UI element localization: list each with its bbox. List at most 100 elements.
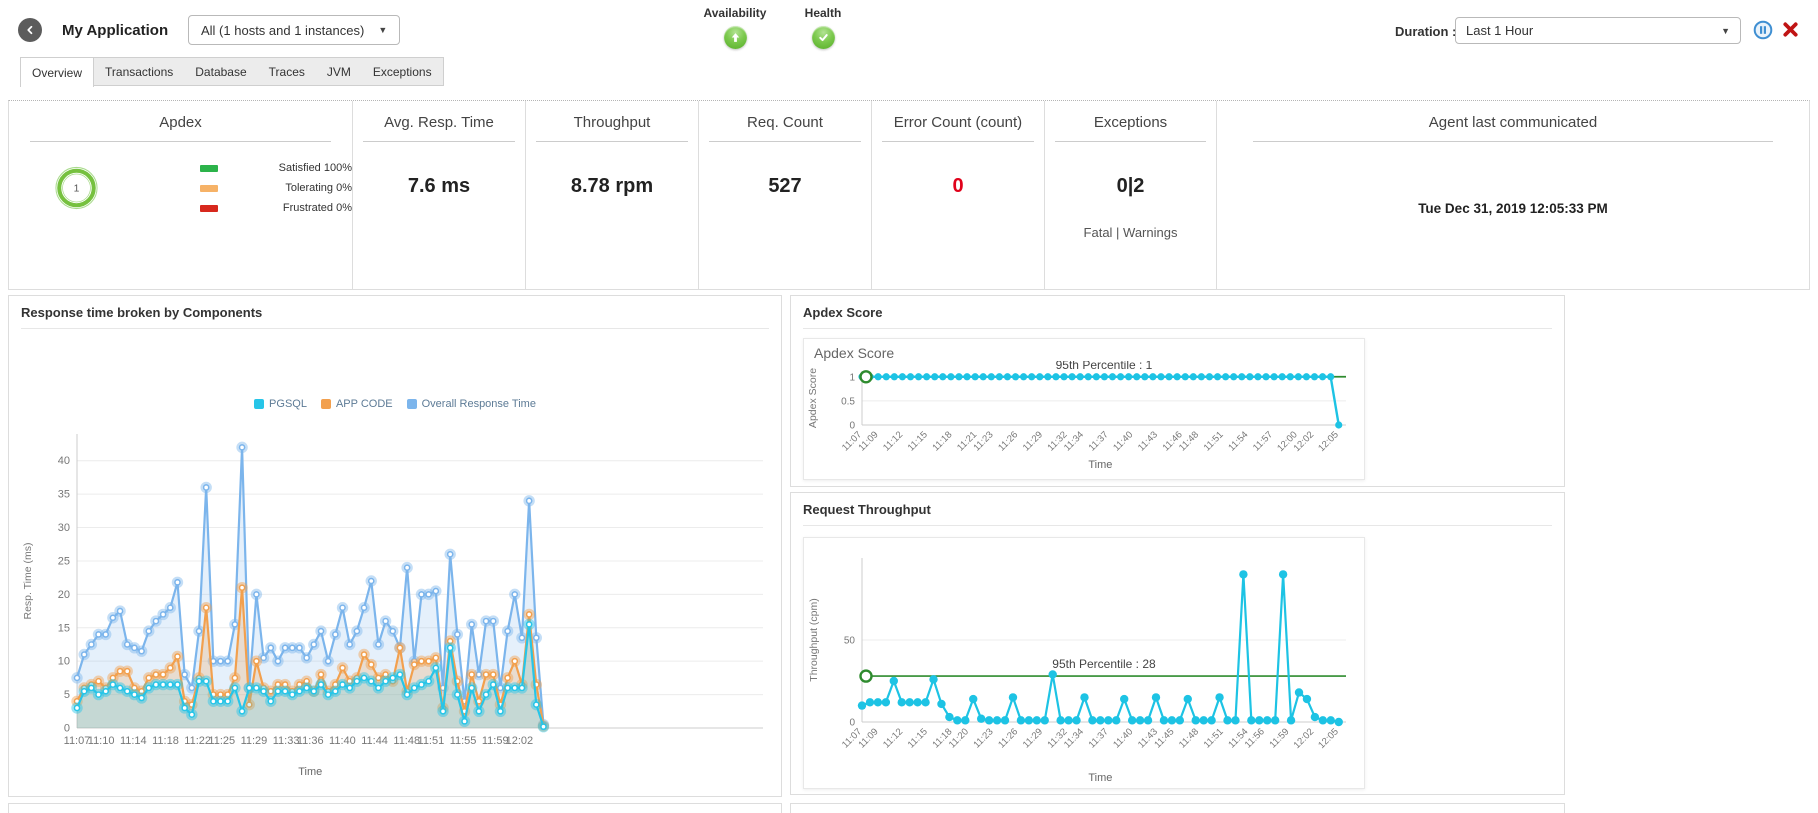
panel-title: Request Throughput xyxy=(803,502,931,517)
metric-title: Throughput xyxy=(573,114,651,131)
legend-label: PGSQL xyxy=(269,398,307,410)
svg-text:11:57: 11:57 xyxy=(1251,429,1275,453)
close-icon xyxy=(1783,22,1798,37)
svg-text:40: 40 xyxy=(58,455,70,467)
svg-text:11:40: 11:40 xyxy=(1111,429,1135,453)
duration-label: Duration : xyxy=(1395,24,1457,39)
svg-text:Time: Time xyxy=(298,766,322,778)
svg-text:12:02: 12:02 xyxy=(1292,726,1317,751)
health-label: Health xyxy=(804,6,842,20)
metric-value: 8.78 rpm xyxy=(570,175,654,197)
tab-database[interactable]: Database xyxy=(195,64,247,79)
duration-dropdown-value: Last 1 Hour xyxy=(1466,23,1534,38)
svg-text:11:10: 11:10 xyxy=(88,735,115,747)
svg-text:50: 50 xyxy=(844,636,856,647)
metric-sublabel: Fatal | Warnings xyxy=(1083,225,1178,240)
pause-refresh-button[interactable] xyxy=(1753,20,1773,45)
scope-dropdown-value: All (1 hosts and 1 instances) xyxy=(201,22,365,38)
legend-swatch xyxy=(320,399,331,409)
tab-exceptions[interactable]: Exceptions xyxy=(372,64,432,79)
top-bar: My Application All (1 hosts and 1 instan… xyxy=(0,0,1818,56)
apdex-legend: Satisfied 100% Tolerating 0% Frustrated 0% xyxy=(200,162,352,214)
health-check-icon[interactable] xyxy=(811,26,835,49)
metric-title: Exceptions xyxy=(1093,114,1168,131)
metric-title: Apdex xyxy=(159,114,202,131)
arrow-up-icon xyxy=(731,33,739,42)
close-button[interactable] xyxy=(1782,21,1799,43)
check-icon xyxy=(818,34,828,42)
svg-text:11:22: 11:22 xyxy=(184,735,211,747)
apdex-score-value: 1 xyxy=(74,184,80,195)
svg-text:11:15: 11:15 xyxy=(906,726,930,750)
metric-value: 0|2 xyxy=(1116,175,1145,197)
metric-card-req-count: Req. Count 527 xyxy=(699,101,872,289)
metric-value: 527 xyxy=(768,175,802,197)
svg-text:11:40: 11:40 xyxy=(1111,726,1135,750)
metric-card-error-count: Error Count (count) 0 xyxy=(872,101,1045,289)
svg-text:11:29: 11:29 xyxy=(241,735,268,747)
legend-item[interactable]: PGSQL xyxy=(254,398,307,410)
svg-text:11:55: 11:55 xyxy=(450,735,477,747)
svg-text:11:29: 11:29 xyxy=(1021,429,1045,453)
availability-status: Availability xyxy=(690,6,780,49)
metric-title: Error Count (count) xyxy=(893,114,1023,131)
chevron-down-icon: ▼ xyxy=(378,25,388,35)
svg-text:11:23: 11:23 xyxy=(972,726,996,750)
panel-response-components: Response time broken by Components PGSQL… xyxy=(8,295,782,797)
svg-text:11:56: 11:56 xyxy=(1243,726,1267,750)
svg-text:10: 10 xyxy=(58,656,70,668)
metric-value: 7.6 ms xyxy=(407,175,471,197)
legend-item[interactable]: APP CODE xyxy=(320,398,393,410)
metric-title: Req. Count xyxy=(747,114,823,131)
availability-up-icon[interactable] xyxy=(723,26,747,49)
svg-text:11:51: 11:51 xyxy=(1202,726,1226,750)
request-throughput-chartbox: 0 50 11:07 11:09 11:12 11:15 11:18 11:20 11:23 11… xyxy=(803,537,1365,789)
svg-text:11:15: 11:15 xyxy=(906,429,930,453)
tab-jvm[interactable]: JVM xyxy=(326,64,351,79)
svg-text:1: 1 xyxy=(849,372,855,383)
svg-text:0: 0 xyxy=(849,718,855,729)
svg-text:11:34: 11:34 xyxy=(1062,726,1086,750)
legend-label: Frustrated 0% xyxy=(282,202,352,214)
apdex-donut: 1 xyxy=(55,166,98,210)
svg-text:11:59: 11:59 xyxy=(482,735,509,747)
svg-text:15: 15 xyxy=(58,622,70,634)
metric-title: Avg. Resp. Time xyxy=(384,114,494,131)
legend-item[interactable]: Overall Response Time xyxy=(406,398,536,410)
svg-text:5: 5 xyxy=(64,689,70,701)
metric-card-exceptions: Exceptions 0|2 Fatal | Warnings xyxy=(1045,101,1217,289)
chevron-down-icon: ▼ xyxy=(1721,25,1730,36)
svg-text:11:48: 11:48 xyxy=(1177,429,1201,453)
metric-value: 0 xyxy=(952,175,964,197)
panel-request-throughput: Request Throughput 0 50 11:07 11:09 11:12 11:… xyxy=(790,492,1565,795)
svg-text:11:26: 11:26 xyxy=(996,429,1020,453)
back-button[interactable] xyxy=(18,18,42,42)
svg-text:11:45: 11:45 xyxy=(1152,726,1176,750)
tab-overview[interactable]: Overview xyxy=(20,57,95,87)
health-status: Health xyxy=(778,6,868,49)
svg-text:11:29: 11:29 xyxy=(1021,726,1045,750)
svg-text:20: 20 xyxy=(58,589,70,601)
svg-text:11:37: 11:37 xyxy=(1087,429,1111,453)
svg-text:11:12: 11:12 xyxy=(881,429,905,453)
svg-text:11:07: 11:07 xyxy=(64,735,91,747)
svg-text:25: 25 xyxy=(58,555,70,567)
svg-text:11:09: 11:09 xyxy=(856,726,880,750)
svg-text:11:54: 11:54 xyxy=(1226,429,1250,453)
page-title: My Application xyxy=(62,22,169,39)
svg-text:0.5: 0.5 xyxy=(841,396,855,407)
duration-dropdown[interactable]: Last 1 Hour ▼ xyxy=(1455,17,1741,44)
apdex-legend-item: Satisfied 100% xyxy=(200,162,352,174)
legend-swatch xyxy=(200,204,218,212)
legend-swatch xyxy=(200,184,218,192)
legend-swatch xyxy=(406,399,417,409)
svg-text:11:23: 11:23 xyxy=(972,429,996,453)
svg-text:11:14: 11:14 xyxy=(120,735,147,747)
tab-traces[interactable]: Traces xyxy=(268,64,305,79)
svg-text:12:05: 12:05 xyxy=(1316,429,1341,454)
availability-label: Availability xyxy=(703,6,767,20)
svg-text:Throughput (cpm): Throughput (cpm) xyxy=(808,598,820,681)
tab-transactions[interactable]: Transactions xyxy=(105,64,174,79)
scope-dropdown[interactable]: All (1 hosts and 1 instances) ▼ xyxy=(188,15,401,45)
